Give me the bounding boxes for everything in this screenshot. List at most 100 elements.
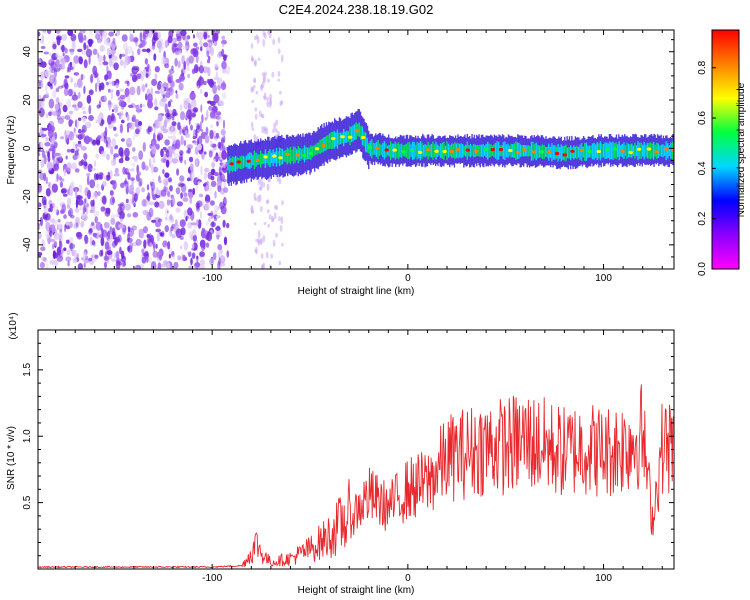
noise-speckle — [267, 224, 270, 228]
track-hotspot — [367, 145, 373, 149]
noise-speckle — [162, 240, 168, 248]
noise-speckle — [138, 178, 143, 187]
noise-speckle — [75, 221, 79, 228]
noise-speckle — [141, 199, 147, 207]
noise-speckle — [179, 150, 184, 156]
noise-speckle — [88, 257, 93, 262]
noise-speckle — [191, 112, 196, 118]
noise-speckle — [110, 91, 113, 100]
noise-speckle — [281, 243, 284, 247]
noise-speckle — [107, 114, 112, 125]
noise-speckle — [133, 135, 136, 141]
noise-speckle — [265, 199, 269, 205]
spectrogram-x-tick-label: 100 — [595, 273, 612, 284]
noise-speckle — [76, 253, 80, 259]
noise-speckle — [129, 184, 135, 192]
noise-speckle — [221, 150, 228, 160]
noise-speckle — [109, 190, 114, 196]
noise-speckle — [160, 97, 168, 103]
track-hotspot — [539, 150, 544, 154]
noise-speckle — [250, 86, 254, 93]
noise-speckle — [40, 159, 45, 168]
noise-speckle — [167, 101, 172, 108]
noise-speckle — [196, 219, 199, 227]
noise-speckle — [176, 168, 180, 176]
noise-speckle — [177, 255, 182, 261]
noise-speckle — [223, 187, 229, 193]
noise-speckle — [191, 247, 198, 251]
noise-speckle — [167, 241, 171, 250]
noise-speckle — [114, 167, 119, 174]
noise-speckle — [192, 34, 196, 39]
noise-speckle — [187, 147, 191, 154]
noise-speckle — [86, 207, 89, 215]
noise-speckle — [94, 160, 97, 167]
noise-speckle — [198, 65, 204, 74]
noise-speckle — [220, 82, 227, 90]
noise-speckle — [149, 242, 153, 248]
noise-speckle — [51, 90, 57, 98]
noise-speckle — [221, 68, 227, 74]
chart-title: C2E4.2024.238.18.19.G02 — [279, 2, 434, 17]
noise-speckle — [112, 37, 116, 45]
noise-speckle — [77, 101, 83, 109]
noise-speckle — [132, 242, 138, 247]
noise-speckle — [40, 46, 46, 49]
noise-speckle — [71, 162, 77, 170]
noise-speckle — [165, 207, 169, 217]
noise-speckle — [174, 139, 181, 150]
noise-speckle — [115, 250, 120, 260]
noise-speckle — [183, 192, 188, 197]
noise-speckle — [38, 252, 43, 257]
noise-speckle — [154, 106, 159, 111]
noise-speckle — [160, 148, 164, 158]
noise-speckle — [127, 232, 130, 243]
noise-speckle — [129, 198, 133, 205]
noise-speckle — [47, 151, 50, 158]
noise-speckle — [138, 181, 142, 188]
noise-speckle — [65, 256, 72, 262]
noise-speckle — [86, 175, 90, 186]
noise-speckle — [198, 40, 203, 46]
noise-speckle — [101, 119, 105, 125]
noise-speckle — [40, 246, 46, 251]
noise-speckle — [215, 215, 220, 219]
noise-speckle — [155, 228, 161, 233]
noise-speckle — [143, 226, 148, 234]
noise-speckle — [192, 234, 197, 242]
noise-speckle — [210, 109, 216, 118]
noise-speckle — [123, 184, 128, 188]
noise-speckle — [262, 181, 266, 188]
noise-speckle — [275, 128, 278, 133]
noise-speckle — [55, 97, 60, 104]
noise-speckle — [201, 149, 205, 160]
noise-speckle — [48, 52, 52, 57]
noise-speckle — [165, 159, 170, 168]
noise-speckle — [277, 48, 281, 54]
spectrogram-panel: -100 0 100 -40 -20 0 20 40 Height of straight … — [6, 29, 675, 297]
noise-speckle — [164, 63, 170, 69]
noise-speckle — [95, 153, 100, 159]
noise-speckle — [158, 179, 162, 184]
noise-speckle — [164, 149, 169, 153]
noise-speckle — [275, 205, 278, 211]
noise-speckle — [173, 261, 179, 269]
noise-speckle — [255, 90, 259, 95]
noise-speckle — [175, 228, 183, 239]
noise-speckle — [260, 84, 264, 90]
noise-speckle — [120, 250, 125, 259]
noise-speckle — [60, 136, 65, 140]
noise-speckle — [38, 31, 41, 37]
noise-speckle — [149, 157, 152, 168]
noise-speckle — [41, 133, 47, 138]
noise-speckle — [136, 85, 141, 96]
noise-speckle — [151, 78, 158, 86]
noise-speckle — [147, 125, 151, 135]
noise-speckle — [56, 246, 62, 256]
noise-speckle — [50, 188, 53, 196]
noise-speckle — [203, 80, 207, 86]
noise-speckle — [115, 33, 117, 37]
noise-speckle — [268, 214, 272, 220]
noise-speckle — [209, 200, 215, 206]
